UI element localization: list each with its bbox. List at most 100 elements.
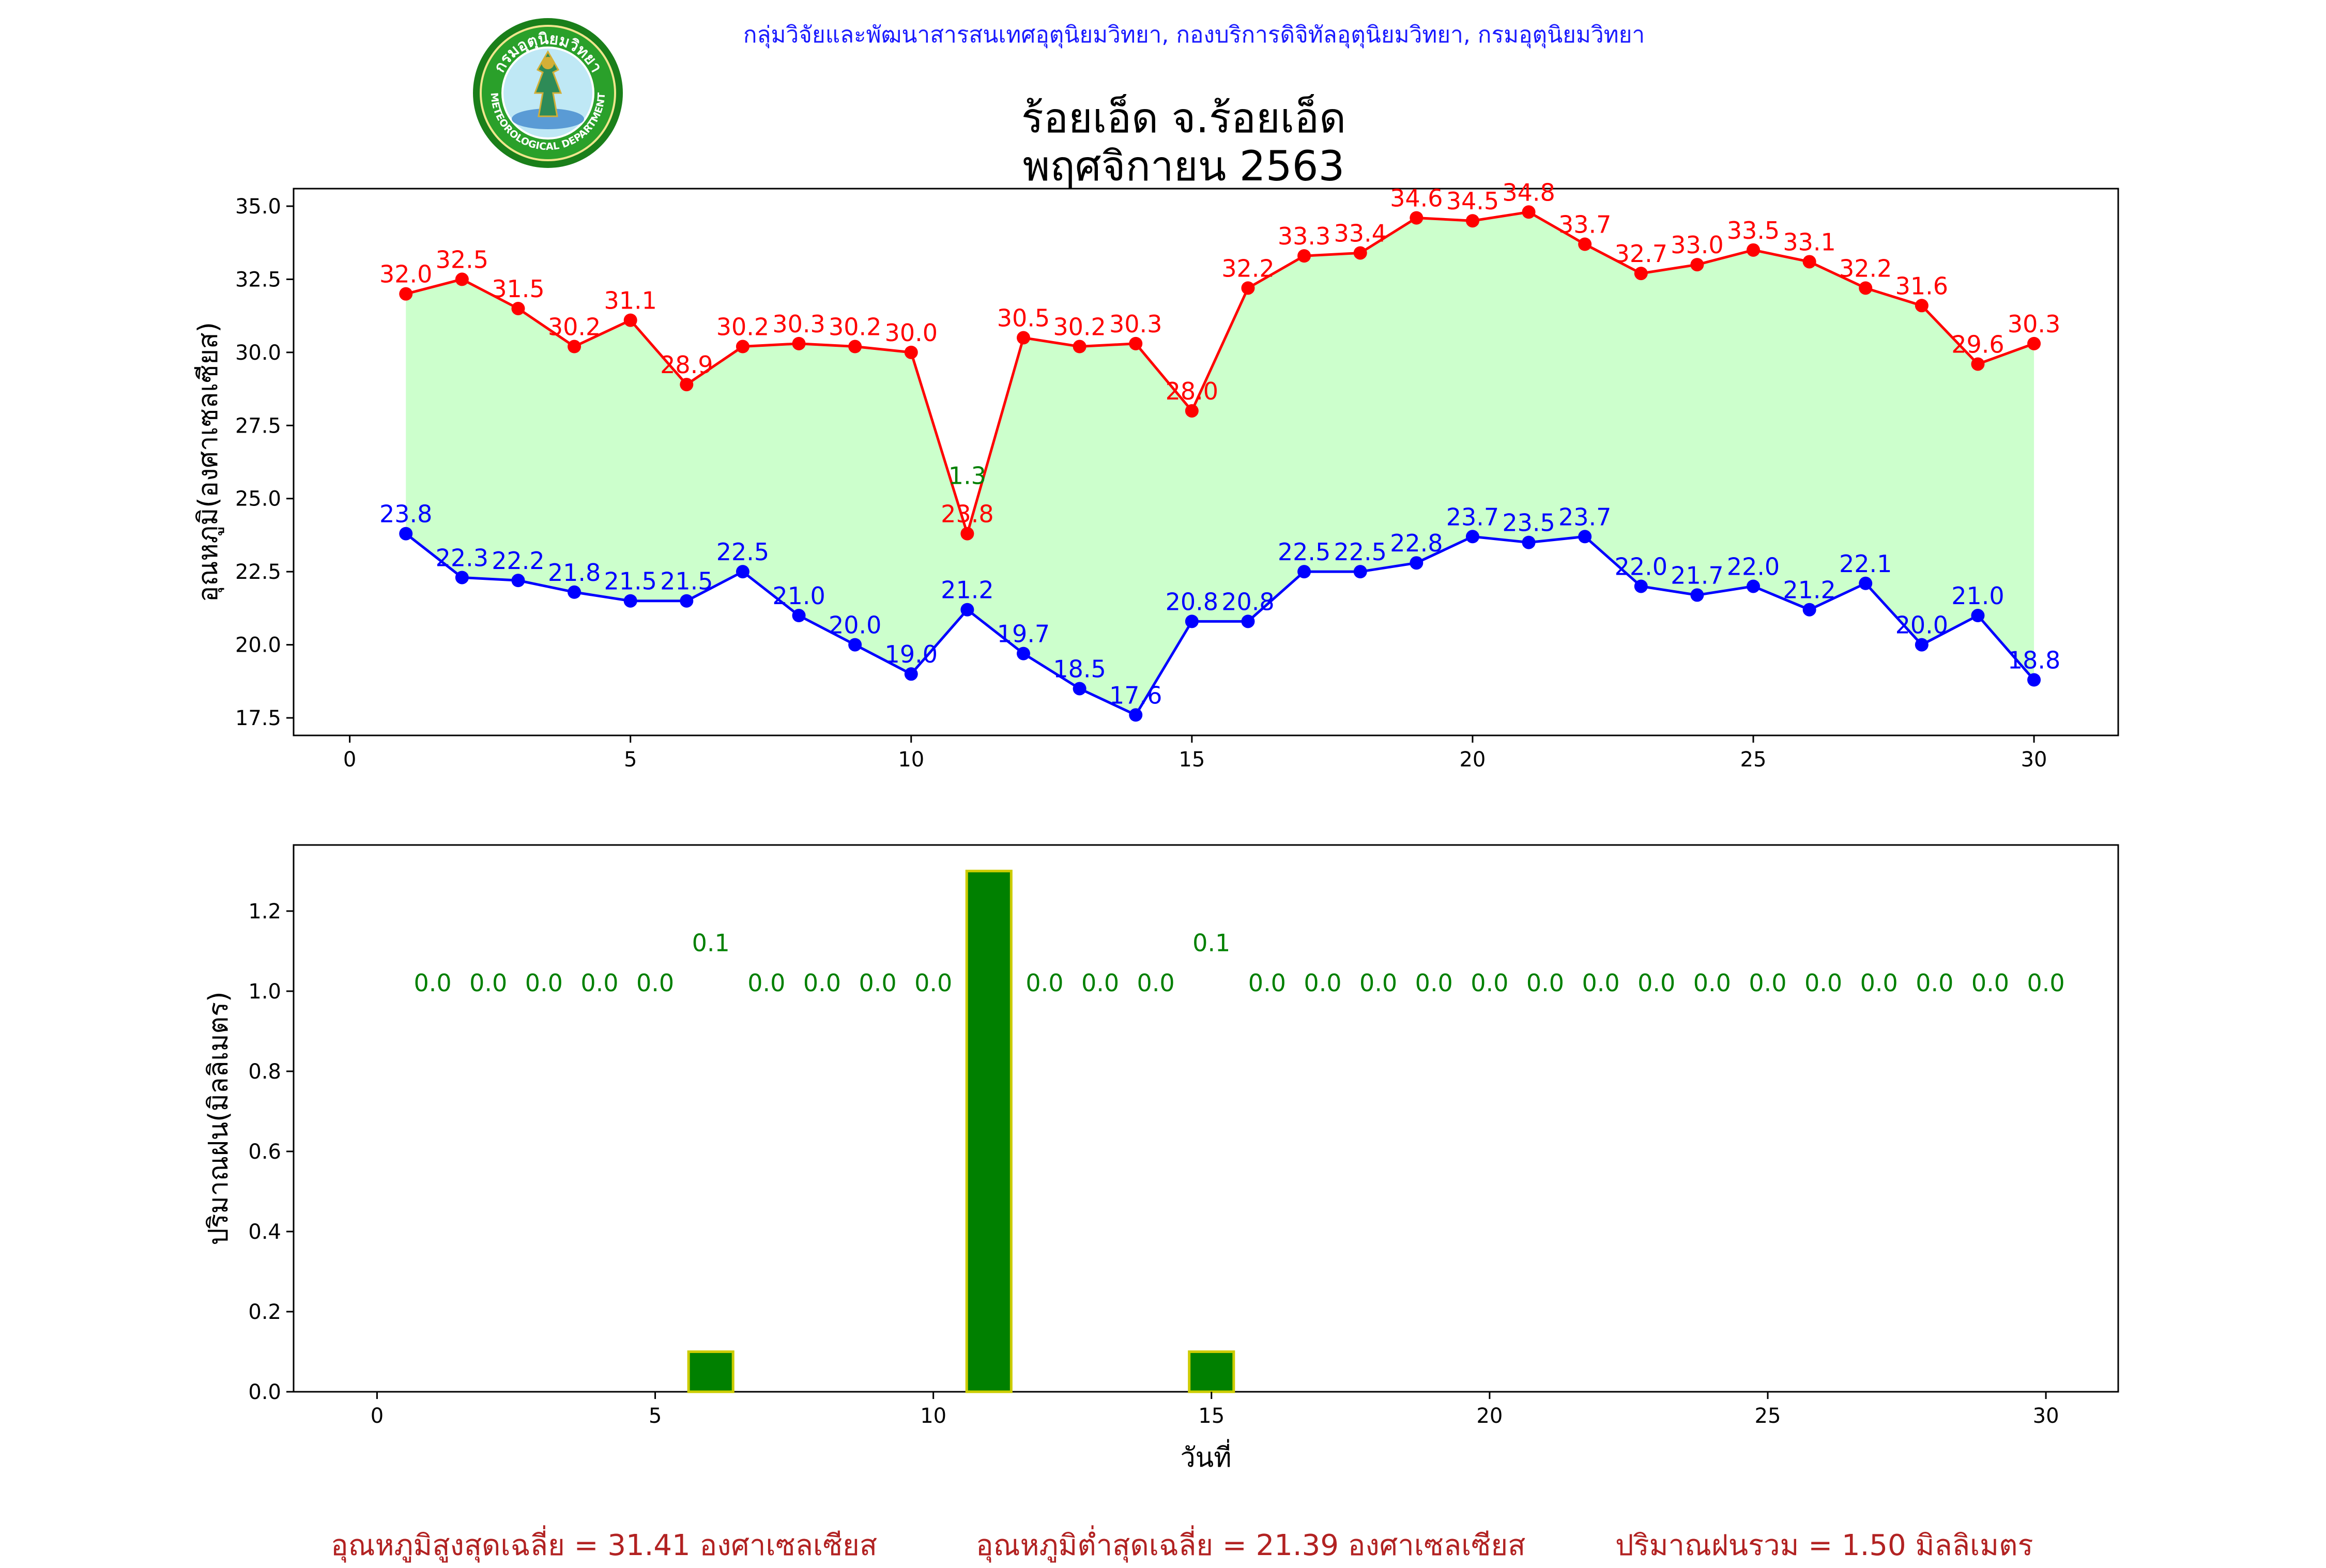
max-temperature-label: 34.5	[1446, 187, 1499, 215]
temperature-chart: 32.032.531.530.231.128.930.2 30.3 30.2 30.0…	[193, 178, 2119, 772]
min-temperature-label: 21.0	[772, 582, 825, 610]
max-temperature-label: 23.8	[941, 500, 993, 528]
min-temperature-label: 21.8	[548, 559, 601, 587]
min-temperature-label: 22.1	[1839, 550, 1892, 578]
max-temperature-label: 31.6	[1895, 272, 1948, 300]
max-temperature-point	[1185, 404, 1199, 418]
temperature-x-tick-label: 0	[343, 748, 356, 772]
max-temperature-label: 33.7	[1558, 210, 1611, 238]
temperature-y-tick-label: 35.0	[235, 195, 281, 219]
max-temperature-point	[680, 378, 694, 392]
min-temperature-line	[405, 532, 2035, 717]
min-temperature-label: 18.8	[2008, 647, 2060, 674]
min-temperature-point	[511, 574, 525, 588]
rain-annotation-label: 1.3	[948, 462, 986, 489]
temperature-y-tick-label: 27.5	[235, 414, 281, 438]
max-temperature-label: 34.8	[1502, 178, 1555, 206]
rainfall-x-tick-label: 10	[920, 1404, 946, 1428]
max-temperature-label: 33.3	[1278, 222, 1330, 250]
max-temperature-point	[1297, 249, 1311, 263]
rainfall-x-axis-title: วันที่	[1180, 1439, 1231, 1473]
max-temperature-point	[1129, 336, 1143, 350]
rainfall-y-tick-label: 1.0	[248, 980, 281, 1004]
rainfall-value-label: 0.0	[636, 969, 674, 997]
min-temperature-point	[1634, 579, 1648, 593]
max-temperature-point	[1017, 331, 1030, 345]
temperature-range-fill	[406, 212, 2034, 715]
rainfall-y-tick-label: 1.2	[248, 900, 281, 924]
min-temperature-point	[1017, 647, 1030, 660]
temperature-y-tick-label: 22.5	[235, 560, 281, 584]
rainfall-value-label: 0.0	[859, 969, 896, 997]
min-temperature-point	[1297, 565, 1311, 579]
rainfall-value-label: 0.0	[1693, 969, 1731, 997]
min-temperature-point	[1073, 682, 1087, 696]
rainfall-bar	[1188, 1350, 1235, 1393]
max-temperature-point	[1915, 299, 1929, 313]
rainfall-value-label: 0.0	[1749, 969, 1786, 997]
min-temperature-point	[2027, 673, 2041, 687]
rainfall-y-tick-label: 0.6	[248, 1140, 281, 1164]
rainfall-x-tick-label: 30	[2033, 1404, 2059, 1428]
min-temperature-label: 22.5	[1278, 538, 1330, 566]
max-temperature-point	[848, 340, 862, 353]
chart-title-month: พฤศจิกายน 2563	[1022, 142, 1345, 190]
average-max-temperature: อุณหภูมิสูงสุดเฉลี่ย = 31.41 องศาเซลเซีย…	[331, 1529, 878, 1562]
max-temperature-label: 28.9	[660, 351, 713, 379]
rainfall-x-tick-label: 20	[1476, 1404, 1503, 1428]
max-temperature-point	[1522, 205, 1536, 219]
min-temperature-label: 21.5	[660, 567, 713, 595]
temperature-x-tick-label: 5	[624, 748, 637, 772]
max-temperature-label: 30.0	[885, 319, 938, 347]
min-temperature-point	[1915, 638, 1929, 652]
min-temperature-label: 23.8	[379, 500, 432, 528]
min-temperature-label: 21.5	[604, 567, 656, 595]
min-temperature-label: 22.5	[1334, 538, 1386, 566]
temperature-y-tick-label: 17.5	[235, 706, 281, 730]
min-temperature-point	[1971, 609, 1985, 623]
min-temperature-label: 21.2	[941, 576, 993, 604]
rainfall-value-label: 0.0	[1248, 969, 1286, 997]
max-temperature-point	[736, 340, 749, 353]
rainfall-value-label: 0.0	[1526, 969, 1564, 997]
min-temperature-label: 20.0	[1895, 611, 1948, 639]
min-temperature-label: 22.8	[1390, 529, 1443, 557]
min-temperature-label: 22.3	[436, 544, 488, 572]
max-temperature-point	[1859, 281, 1873, 295]
total-rainfall: ปริมาณฝนรวม = 1.50 มิลลิเมตร	[1615, 1529, 2033, 1562]
max-temperature-point	[960, 527, 974, 541]
average-min-temperature: อุณหภูมิต่ำสุดเฉลี่ย = 21.39 องศาเซลเซีย…	[976, 1529, 1526, 1562]
min-temperature-point	[455, 571, 469, 585]
rainfall-value-label: 0.0	[414, 969, 451, 997]
min-temperature-point	[1802, 603, 1816, 617]
min-temperature-label: 20.0	[829, 611, 881, 639]
max-temperature-point	[568, 340, 582, 353]
min-temperature-point	[1410, 556, 1424, 570]
max-temperature-label: 30.3	[772, 310, 825, 338]
min-temperature-label: 21.2	[1783, 576, 1835, 604]
max-temperature-point	[1634, 267, 1648, 281]
rainfall-bar	[687, 1350, 734, 1393]
meteorological-department-logo: กรมอุตุนิยมวิทยา METEOROLOGICAL DEPARTME…	[470, 16, 625, 171]
temperature-y-tick-label: 32.5	[235, 268, 281, 291]
min-temperature-point	[1522, 535, 1536, 549]
rainfall-value-label: 0.0	[1081, 969, 1119, 997]
max-temperature-label: 30.2	[1053, 313, 1106, 341]
temperature-x-tick-label: 30	[2021, 748, 2047, 772]
rainfall-x-tick-label: 15	[1198, 1404, 1225, 1428]
max-temperature-label: 34.6	[1390, 185, 1443, 212]
rainfall-value-label: 0.0	[914, 969, 952, 997]
rainfall-value-label: 0.0	[1638, 969, 1675, 997]
min-temperature-point	[680, 594, 694, 608]
max-temperature-label: 32.2	[1221, 254, 1274, 282]
min-temperature-label: 22.2	[492, 547, 544, 575]
rainfall-value-label: 0.1	[1192, 929, 1230, 957]
max-temperature-point	[1410, 211, 1424, 225]
rainfall-value-label: 0.0	[1860, 969, 1898, 997]
rainfall-y-tick-label: 0.0	[248, 1380, 281, 1404]
max-temperature-label: 32.0	[379, 260, 432, 288]
rainfall-value-label: 0.0	[1471, 969, 1508, 997]
temperature-x-tick-label: 25	[1740, 748, 1767, 772]
min-temperature-point	[1129, 708, 1143, 722]
rainfall-value-label: 0.0	[803, 969, 841, 997]
